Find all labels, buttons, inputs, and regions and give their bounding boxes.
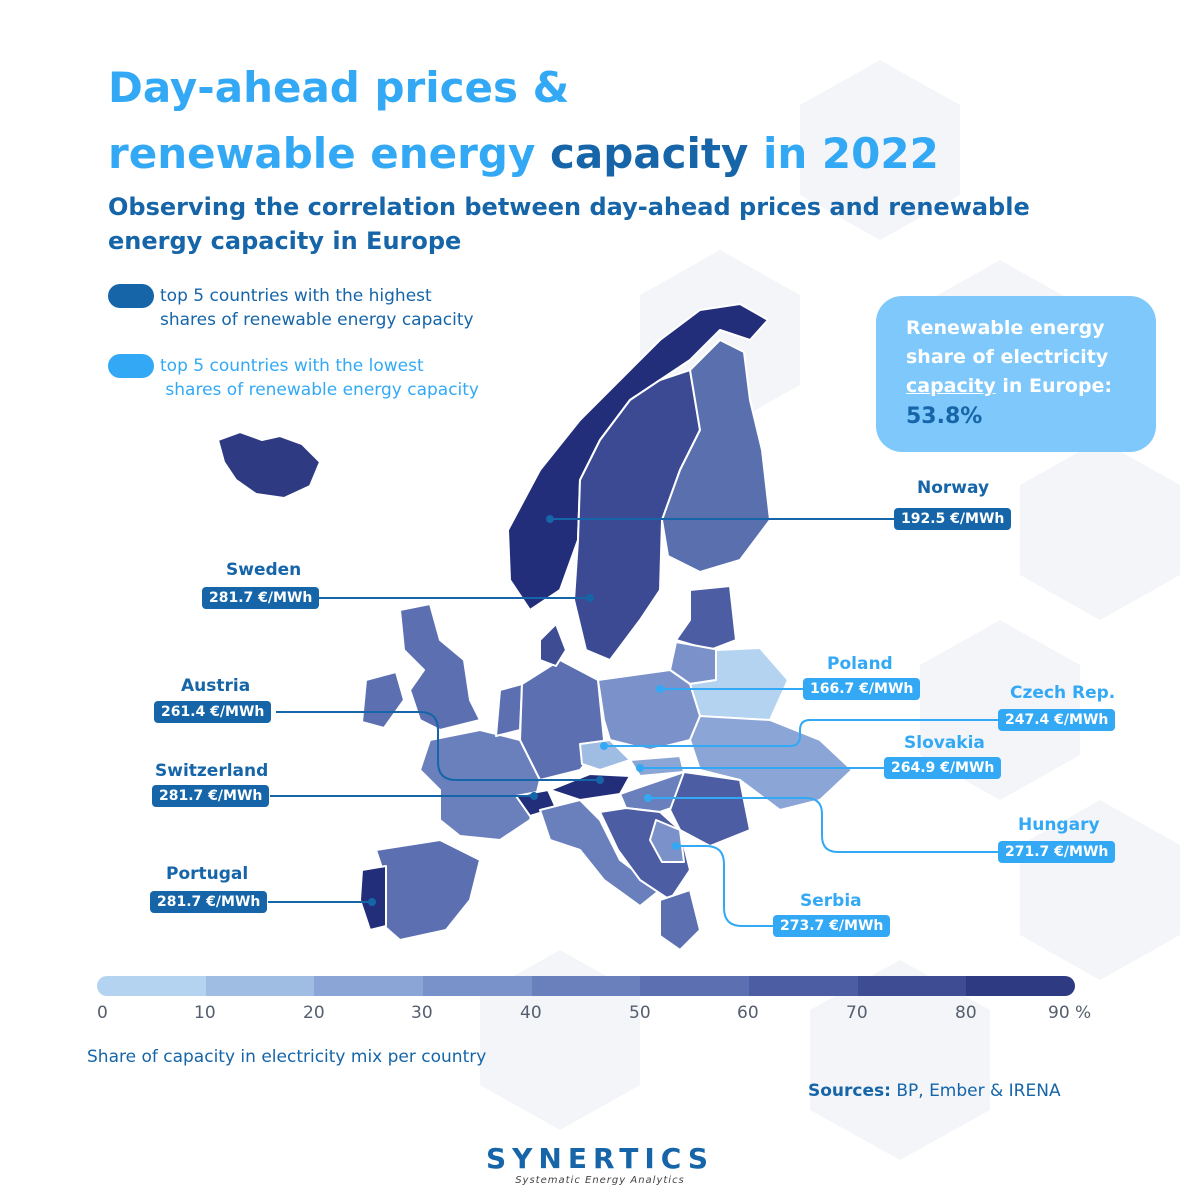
legend-highest-line2: shares of renewable energy capacity: [160, 310, 474, 330]
scale-step-7: [857, 976, 967, 996]
legend-lowest: top 5 countries with the lowest shares o…: [108, 354, 479, 402]
iceland-shape: [217, 431, 321, 499]
synertics-logo: SYNERTICS: [485, 1142, 715, 1175]
label-slovakia: Slovakia: [904, 733, 985, 753]
sources-text: BP, Ember & IRENA: [890, 1081, 1061, 1101]
price-poland: 166.7 €/MWh: [803, 678, 921, 700]
label-poland: Poland: [827, 654, 893, 674]
scale-step-4: [531, 976, 641, 996]
sources: Sources: BP, Ember & IRENA: [808, 1081, 1061, 1101]
legend-highest-swatch: [108, 284, 154, 308]
benelux-shape: [495, 683, 523, 737]
scale-tick-90: 90: [1048, 1003, 1070, 1023]
scale-caption: Share of capacity in electricity mix per…: [87, 1047, 487, 1067]
label-sweden: Sweden: [226, 560, 302, 580]
scale-tick-10: 10: [194, 1003, 216, 1023]
scale-unit: %: [1075, 1003, 1092, 1023]
price-hungary: 271.7 €/MWh: [998, 841, 1116, 863]
label-switzerland: Switzerland: [155, 761, 269, 781]
greece-shape: [659, 889, 701, 951]
page-subtitle: Observing the correlation between day-ah…: [108, 193, 1030, 255]
baltics-shape: [675, 585, 737, 651]
label-portugal: Portugal: [166, 864, 249, 884]
label-hungary: Hungary: [1018, 815, 1100, 835]
scale-tick-20: 20: [303, 1003, 325, 1023]
spain-shape: [375, 839, 481, 941]
legend-lowest-swatch: [108, 354, 154, 378]
price-czech: 247.4 €/MWh: [998, 709, 1116, 731]
price-norway: 192.5 €/MWh: [894, 508, 1012, 530]
price-switzerland: 281.7 €/MWh: [152, 785, 270, 807]
scale-tick-70: 70: [846, 1003, 868, 1023]
scale-tick-30: 30: [411, 1003, 433, 1023]
label-austria: Austria: [181, 676, 251, 696]
title-line2c: in 2022: [748, 129, 939, 178]
scale-tick-60: 60: [737, 1003, 759, 1023]
sources-label: Sources:: [808, 1081, 891, 1101]
scale-step-0: [97, 976, 206, 996]
scale-tick-40: 40: [520, 1003, 542, 1023]
legend-lowest-line2: shares of renewable energy capacity: [160, 380, 479, 400]
legend-highest: top 5 countries with the highest shares …: [108, 284, 474, 332]
scale-step-8: [966, 976, 1075, 996]
france-shape: [419, 729, 541, 841]
label-czech: Czech Rep.: [1010, 683, 1116, 703]
scale-tick-50: 50: [629, 1003, 651, 1023]
callout-value: 53.8%: [906, 404, 983, 429]
callout-line1: Renewable energy: [906, 317, 1105, 339]
title-line1: Day-ahead prices &: [108, 63, 570, 112]
italy-shape: [539, 799, 661, 907]
europe-share-callout: Renewable energy share of electricity ca…: [876, 296, 1156, 452]
ukraine-shape: [689, 715, 853, 811]
austria-shape: [549, 773, 631, 801]
price-serbia: 273.7 €/MWh: [773, 915, 891, 937]
portugal-shape: [359, 865, 387, 931]
price-slovakia: 264.9 €/MWh: [884, 757, 1002, 779]
czech-shape: [579, 739, 631, 771]
scale-tick-0: 0: [97, 1003, 108, 1023]
label-serbia: Serbia: [800, 891, 862, 911]
synertics-tagline: Systematic Energy Analytics: [515, 1175, 685, 1186]
price-portugal: 281.7 €/MWh: [150, 891, 268, 913]
callout-line3-rest: in Europe:: [995, 375, 1113, 397]
serbia-shape: [649, 819, 685, 863]
price-sweden: 281.7 €/MWh: [202, 587, 320, 609]
poland-shape: [597, 669, 701, 751]
denmark-shape: [539, 623, 567, 667]
legend-highest-line1: top 5 countries with the highest: [160, 286, 432, 306]
title-line2a: renewable energy: [108, 129, 550, 178]
color-scale: [97, 976, 1075, 996]
title-line2b: capacity: [549, 129, 749, 178]
norway-shape: [507, 303, 769, 611]
scale-step-1: [205, 976, 315, 996]
uk-shape: [399, 603, 481, 731]
scale-step-3: [423, 976, 532, 996]
callout-line3-underlined: capacity: [906, 375, 996, 397]
finland-shape: [661, 339, 771, 573]
page-title: Day-ahead prices & renewable energy capa…: [108, 55, 939, 187]
scale-tick-80: 80: [955, 1003, 977, 1023]
price-austria: 261.4 €/MWh: [154, 701, 272, 723]
label-norway: Norway: [917, 478, 990, 498]
callout-line2: share of electricity: [906, 346, 1109, 368]
scale-step-6: [749, 976, 858, 996]
scale-step-2: [314, 976, 424, 996]
scale-step-5: [640, 976, 750, 996]
ireland-shape: [361, 671, 405, 729]
legend-lowest-line1: top 5 countries with the lowest: [160, 356, 424, 376]
